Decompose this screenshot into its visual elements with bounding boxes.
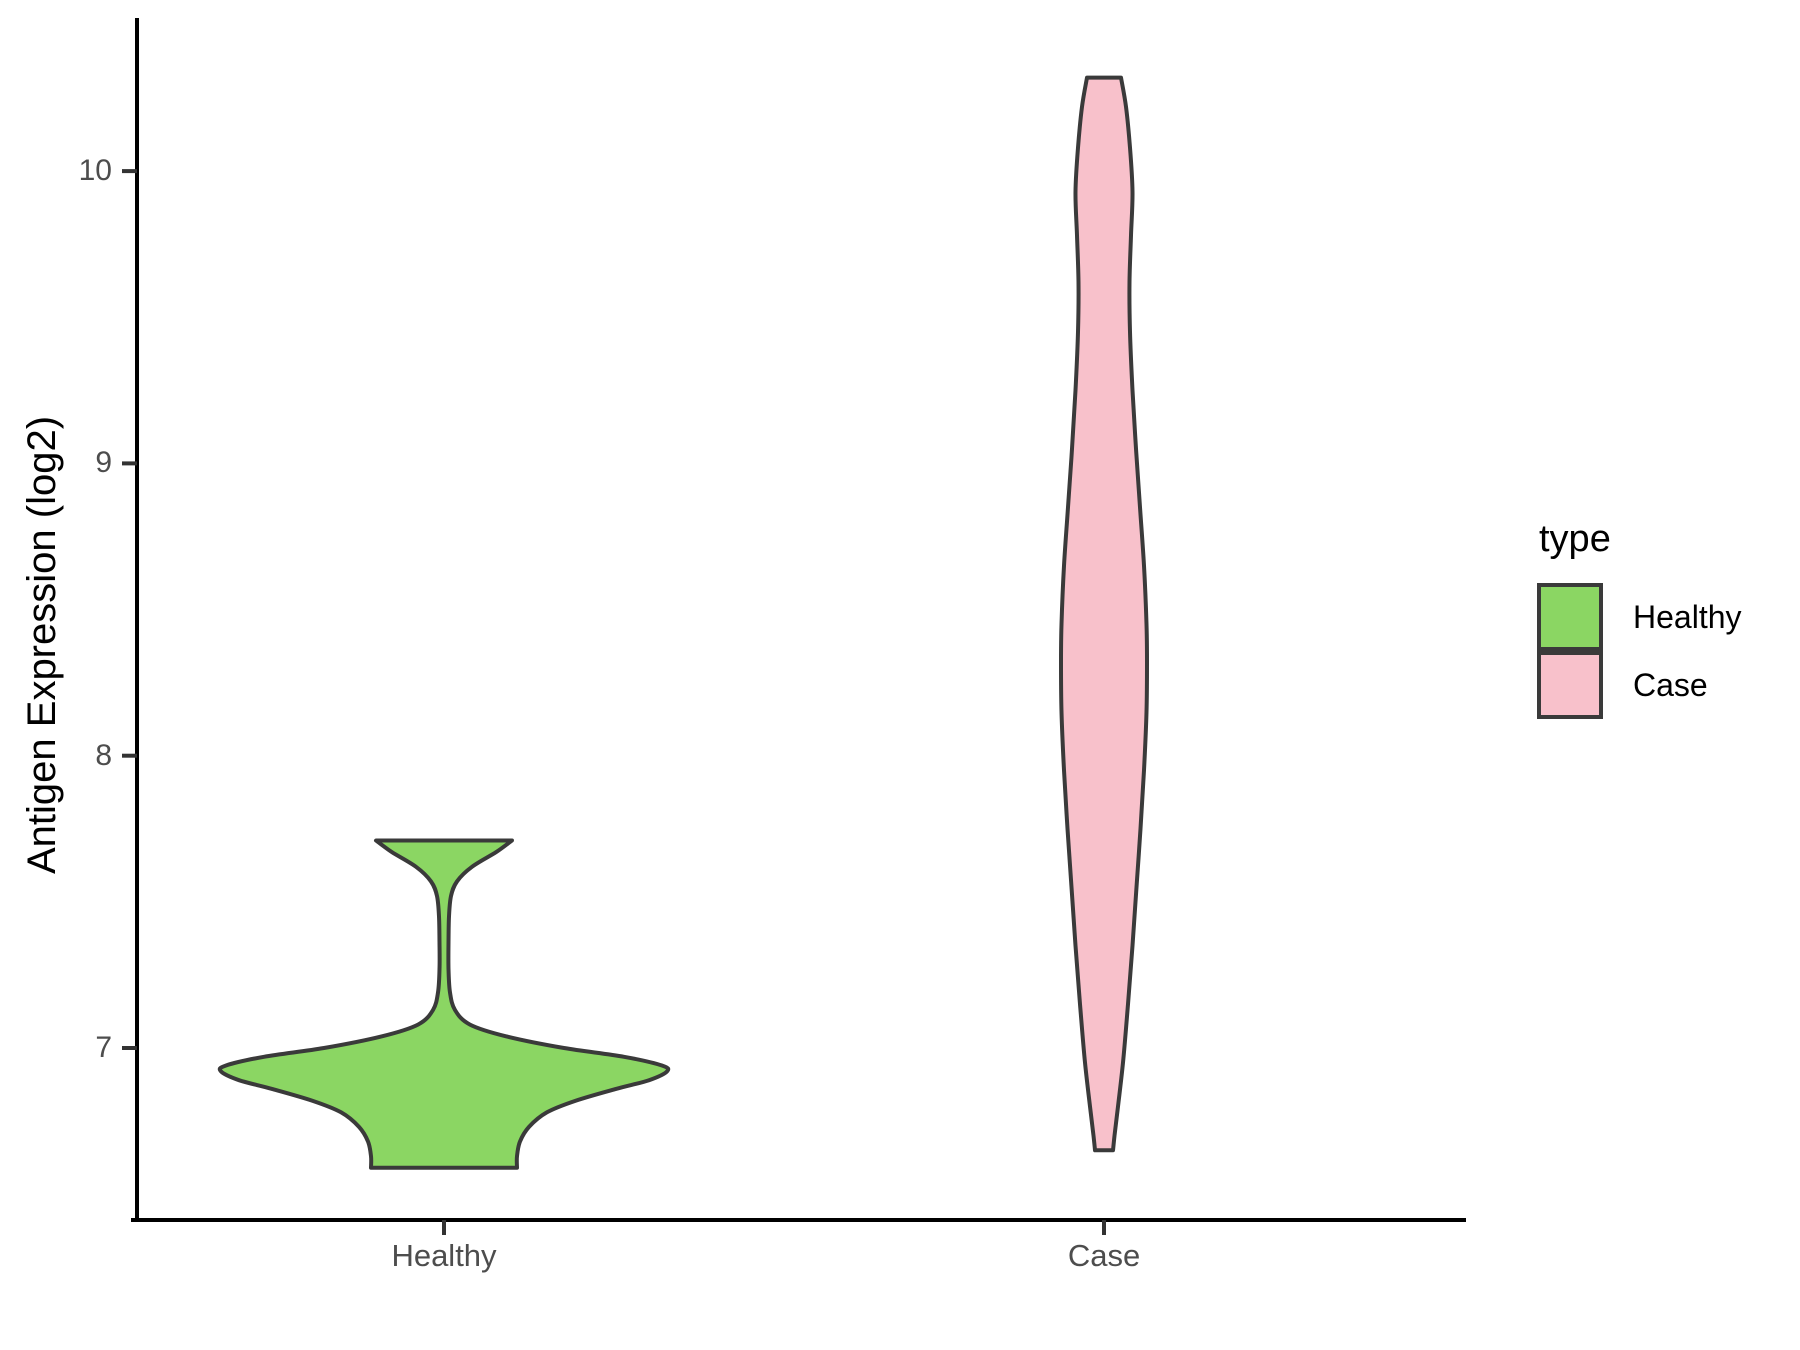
- x-category-label-healthy: Healthy: [391, 1238, 497, 1273]
- violin-healthy: [217, 838, 671, 1170]
- legend-entry-healthy: Healthy: [1537, 583, 1742, 651]
- y-tick-label-9: 9: [95, 446, 112, 480]
- violin-case: [1059, 75, 1149, 1153]
- legend-label-case: Case: [1633, 666, 1708, 703]
- legend-title: type: [1539, 518, 1611, 560]
- y-tick-label-7: 7: [95, 1031, 112, 1064]
- legend: type Healthy Case: [1537, 518, 1742, 719]
- legend-label-healthy: Healthy: [1633, 598, 1742, 635]
- y-tick-label-8: 8: [95, 738, 112, 772]
- x-category-label-case: Case: [1067, 1238, 1141, 1273]
- y-tick-label-10: 10: [78, 154, 112, 188]
- legend-key-case: [1537, 651, 1603, 719]
- y-axis-title: Antigen Expression (log2): [20, 415, 64, 875]
- legend-entry-case: Case: [1537, 651, 1742, 719]
- legend-key-healthy: [1537, 583, 1603, 651]
